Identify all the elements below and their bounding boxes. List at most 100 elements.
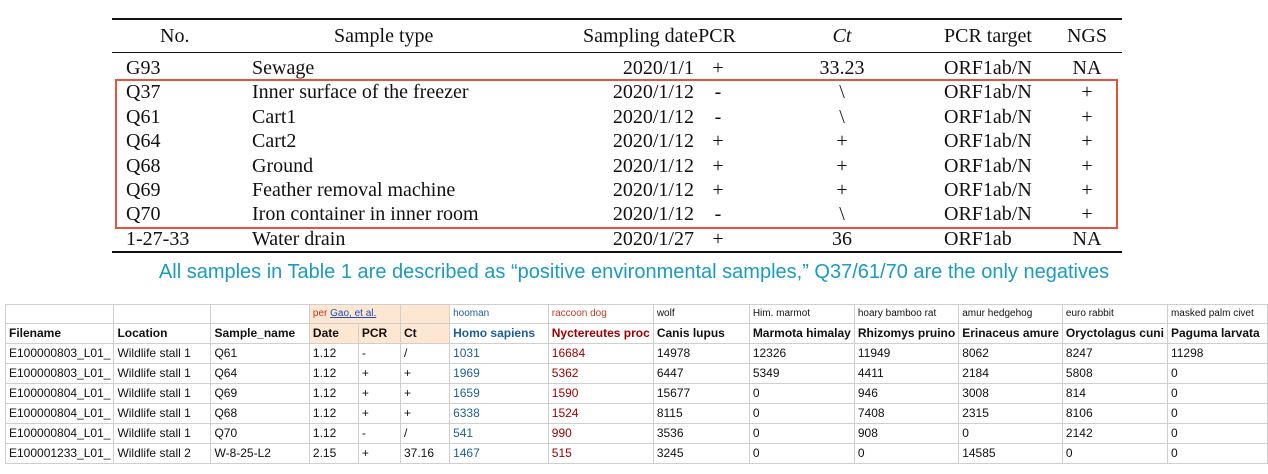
cell-pcr: +: [712, 57, 724, 79]
table-cell: 14978: [652, 343, 750, 364]
cell-pcr: +: [712, 154, 724, 177]
table-cell: 0: [748, 403, 855, 424]
cell-ngs: +: [1081, 105, 1093, 128]
group-label: euro rabbit: [1061, 304, 1168, 324]
table-cell: 1590: [547, 383, 654, 404]
table-cell: Wildlife stall 1: [113, 423, 212, 444]
table-cell: 8115: [652, 403, 750, 424]
cell-type: Cart2: [252, 130, 297, 153]
table-cell: 11298: [1166, 343, 1268, 364]
table-cell: 990: [547, 423, 654, 444]
cell-ct: \: [839, 81, 845, 104]
table-cell: 0: [1061, 443, 1168, 464]
column-header: Homo sapiens: [449, 323, 549, 344]
ngs-read-count-sheet: per Gao, et al. hooman raccoon dog wolf Him.…: [4, 304, 1268, 464]
table-cell: 515: [547, 443, 654, 464]
cell-type: Sewage: [252, 57, 315, 79]
group-label: wolf: [652, 304, 750, 324]
table-cell: 3536: [652, 423, 750, 444]
table-top-rule: [112, 18, 1122, 20]
cell-ct: \: [839, 105, 845, 128]
cell-no: Q37: [126, 81, 161, 104]
table-bottom-rule: [112, 251, 1122, 253]
header-no: No.: [160, 25, 190, 47]
table-header-row: No. Sample type Sampling date PCR Ct PCR…: [112, 24, 1122, 48]
cell-pcr: -: [714, 81, 722, 104]
cell-date: 2020/1/12: [612, 203, 694, 226]
table-cell: 1.12: [308, 343, 359, 364]
column-header: Nyctereutes proc: [547, 323, 654, 344]
group-label: hoary bamboo rat: [853, 304, 960, 324]
table-cell: 1467: [449, 443, 549, 464]
table-cell: +: [399, 403, 451, 424]
table-cell: 946: [853, 383, 960, 404]
cell-pcr: +: [712, 227, 724, 250]
cell-ngs: +: [1081, 130, 1093, 153]
column-header: Ct: [399, 323, 451, 344]
table-row: Q61 Cart1 2020/1/12- \ ORF1ab/N +: [112, 105, 1122, 129]
table-cell: Q68: [210, 403, 310, 424]
table-cell: 0: [1166, 363, 1268, 384]
table-cell: 8247: [1061, 343, 1168, 364]
cell-pcr: +: [712, 179, 724, 201]
table-cell: Q64: [210, 363, 310, 384]
column-header: Oryctolagus cuni: [1061, 323, 1168, 344]
header-sample-type: Sample type: [334, 25, 434, 47]
table-cell: E100000804_L01_: [4, 423, 115, 444]
table-cell: 14585: [958, 443, 1063, 464]
group-label: [113, 304, 212, 324]
table-row: 1-27-33 Water drain 2020/1/27 +36 ORF1ab NA: [112, 227, 1122, 251]
header-ngs: NGS: [1066, 25, 1107, 47]
cell-ct: 33.23: [819, 57, 865, 79]
cell-pcr: -: [714, 105, 722, 128]
table-row: E100000804_L01_ Wildlife stall 1 Q69 1.12 + +…: [4, 383, 1268, 404]
cell-no: Q68: [126, 154, 161, 177]
table-cell: 11949: [853, 343, 960, 364]
cell-type: Water drain: [252, 227, 346, 250]
table-cell: E100000803_L01_: [4, 343, 115, 364]
table-cell: E100001233_L01_: [4, 443, 115, 464]
negative-samples-highlight-box: [115, 79, 1118, 229]
cell-ct: +: [836, 179, 848, 201]
cell-target: ORF1ab/N: [944, 105, 1032, 128]
table-cell: 7408: [853, 403, 960, 424]
column-header: Date: [308, 323, 359, 344]
cell-date: 2020/1/12: [612, 179, 694, 201]
table-cell: 0: [748, 443, 855, 464]
cell-ct: +: [836, 154, 848, 177]
table-cell: 3008: [958, 383, 1063, 404]
column-header: Rhizomys pruino: [853, 323, 960, 344]
cell-type: Ground: [252, 154, 314, 177]
table-cell: 1524: [547, 403, 654, 424]
table-cell: 1.12: [308, 363, 359, 384]
table-cell: +: [399, 363, 451, 384]
cell-pcr: -: [714, 203, 722, 226]
table-cell: 8062: [958, 343, 1063, 364]
source-cell: per Gao, et al.: [308, 304, 401, 324]
table-cell: 5362: [547, 363, 654, 384]
cell-type: Iron container in inner room: [252, 203, 479, 226]
table-row: E100001233_L01_ Wildlife stall 2 W-8-25-L2…: [4, 443, 1268, 464]
table-cell: 37.16: [399, 443, 451, 464]
table-cell: +: [357, 403, 401, 424]
table-header-rule: [112, 52, 1122, 53]
table-row: Q64 Cart2 2020/1/12 + + ORF1ab/N +: [112, 129, 1122, 153]
table-row: G93 Sewage 2020/1/1 +33.23 ORF1ab/N NA: [112, 56, 1122, 80]
column-header: Filename: [4, 323, 115, 344]
cell-ct: 36: [832, 227, 852, 250]
table-cell: E100000804_L01_: [4, 383, 115, 404]
table-row: Q37 Inner surface of the freezer 2020/1/12…: [112, 80, 1122, 104]
column-header: Canis lupus: [652, 323, 750, 344]
cell-no: 1-27-33: [126, 227, 190, 250]
gao-et-al-link[interactable]: Gao, et al.: [330, 308, 377, 319]
cell-target: ORF1ab/N: [944, 130, 1032, 153]
column-header: Marmota himalay: [748, 323, 855, 344]
table-cell: 1.12: [308, 403, 359, 424]
table-cell: 1659: [449, 383, 549, 404]
table-row: E100000803_L01_ Wildlife stall 1 Q64 1.12 + +…: [4, 363, 1268, 384]
table-cell: 5808: [1061, 363, 1168, 384]
header-pcr: PCR: [698, 25, 736, 47]
table-cell: Wildlife stall 1: [113, 403, 212, 424]
table-cell: Wildlife stall 2: [113, 443, 212, 464]
table-cell: E100000803_L01_: [4, 363, 115, 384]
